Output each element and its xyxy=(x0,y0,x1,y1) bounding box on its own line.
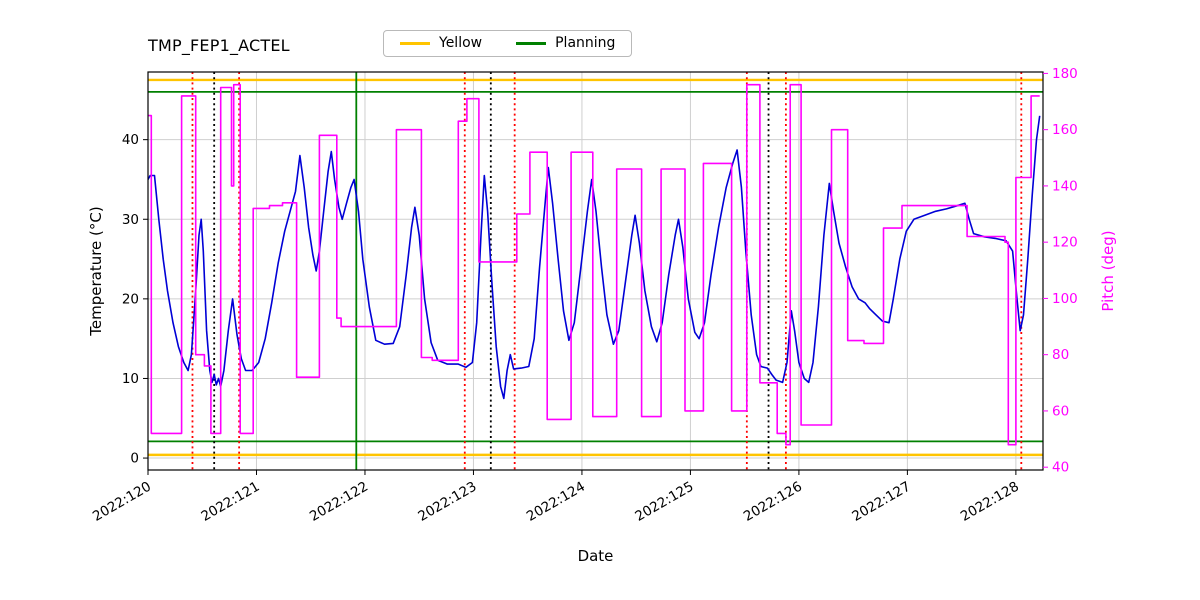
y-left-tick-label: 20 xyxy=(122,291,139,307)
planning-line-swatch xyxy=(516,41,547,45)
yellow-line-swatch xyxy=(400,41,430,45)
y-right-tick-label: 100 xyxy=(1052,291,1078,307)
y-left-tick-label: 30 xyxy=(122,212,139,228)
x-tick-label: 2022:128 xyxy=(958,479,1022,525)
x-tick-label: 2022:124 xyxy=(524,479,588,525)
x-tick-label: 2022:122 xyxy=(307,479,371,525)
plot-area xyxy=(148,72,1043,470)
y-right-tick-label: 120 xyxy=(1052,235,1078,251)
y-left-axis-label: Temperature (°C) xyxy=(87,206,105,336)
y-right-axis-label: Pitch (deg) xyxy=(1099,230,1117,311)
x-tick-label: 2022:120 xyxy=(90,479,154,525)
legend-label-planning: Planning xyxy=(555,35,616,51)
x-tick-label: 2022:125 xyxy=(632,479,696,525)
x-axis-label: Date xyxy=(578,547,614,565)
y-right-tick-label: 60 xyxy=(1052,403,1069,419)
y-right-tick-label: 180 xyxy=(1052,66,1078,82)
x-tick-label: 2022:127 xyxy=(849,479,913,525)
y-right-tick-label: 160 xyxy=(1052,122,1078,138)
y-right-tick-label: 80 xyxy=(1052,347,1069,363)
x-tick-label: 2022:123 xyxy=(415,479,479,525)
y-left-tick-label: 40 xyxy=(122,132,139,148)
legend-item-planning: Planning xyxy=(516,35,615,51)
chart-title: TMP_FEP1_ACTEL xyxy=(148,36,290,55)
legend: Yellow Planning xyxy=(383,30,633,57)
x-tick-label: 2022:126 xyxy=(741,479,805,525)
y-right-tick-label: 40 xyxy=(1052,460,1069,476)
y-left-tick-label: 10 xyxy=(122,371,139,387)
y-right-tick-label: 140 xyxy=(1052,178,1078,194)
y-left-tick-label: 0 xyxy=(130,451,139,467)
series-pitch-line xyxy=(148,83,1040,446)
plot-border xyxy=(147,71,1044,471)
series-temperature-line xyxy=(148,115,1041,400)
legend-item-yellow: Yellow xyxy=(400,35,482,51)
legend-label-yellow: Yellow xyxy=(439,35,483,51)
x-tick-label: 2022:121 xyxy=(198,479,262,525)
